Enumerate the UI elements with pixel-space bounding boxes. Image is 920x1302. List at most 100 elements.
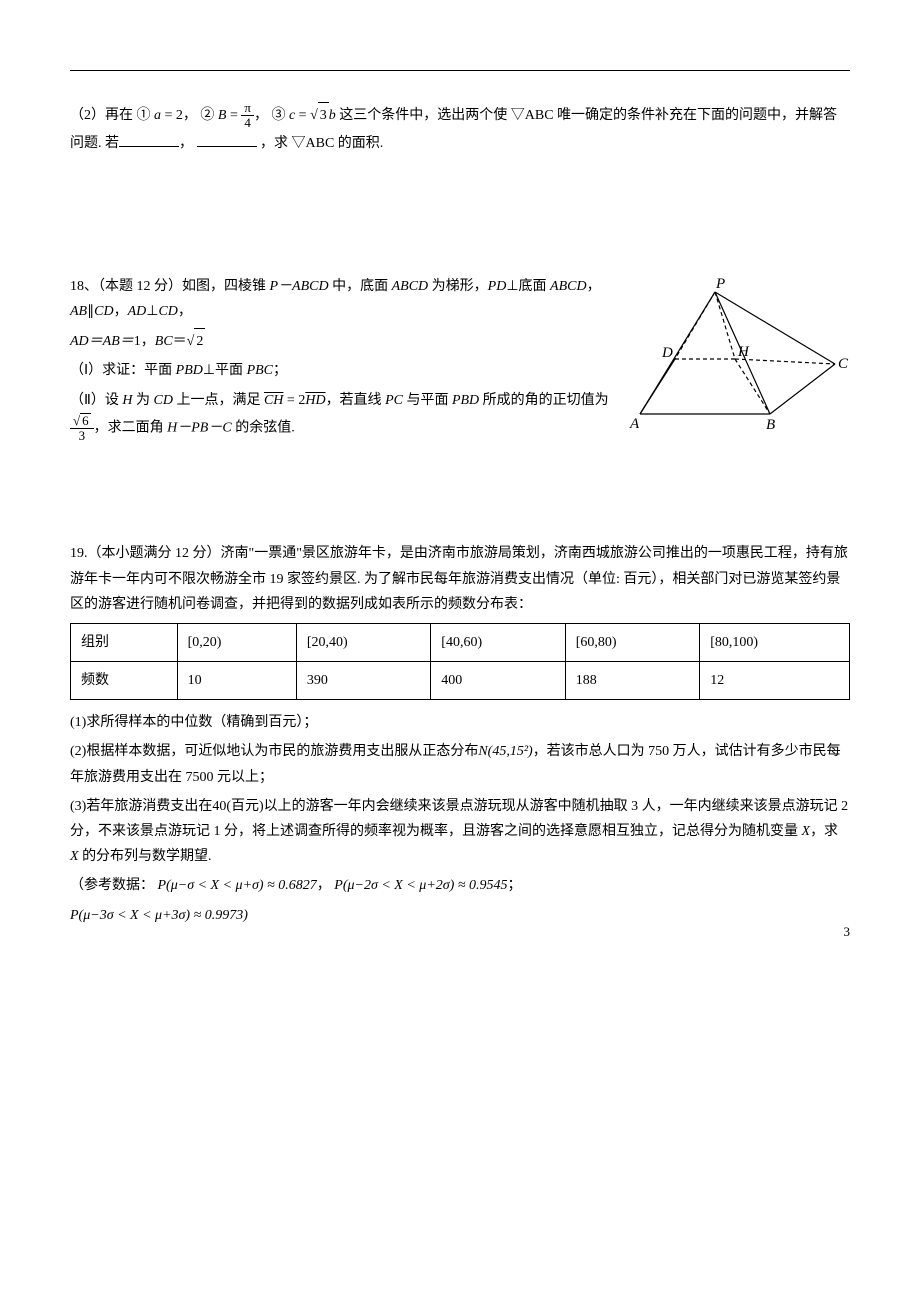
q18-sqrt6: 6 xyxy=(73,413,91,428)
q19-intro: 19.（本小题满分 12 分）济南"一票通"景区旅游年卡，是由济南市旅游局策划，… xyxy=(70,541,850,617)
q18-p2e: 与平面 xyxy=(403,393,452,408)
cond1-label: ① xyxy=(137,108,151,123)
q18-abcd2: ABCD xyxy=(550,279,587,294)
cond2-label: ② xyxy=(200,108,214,123)
q19-p3c: 的分布列与数学期望. xyxy=(79,849,212,864)
ref1: P(μ−σ < X < μ+σ) ≈ 0.6827 xyxy=(158,878,317,893)
tv-1: 390 xyxy=(296,662,430,700)
q18-ab: AB xyxy=(70,304,87,319)
spacer-2 xyxy=(70,447,850,537)
spacer-1 xyxy=(70,160,850,270)
cond1-eq: = 2 xyxy=(161,108,183,123)
cond3-sqrt: 3 xyxy=(310,102,329,128)
q17-tri2: ▽ABC xyxy=(292,136,335,151)
cond2-num: π xyxy=(241,101,254,116)
fig-label-P: P xyxy=(715,276,725,292)
q18-vec-ch: CH xyxy=(264,393,283,408)
q18-pc: PC xyxy=(385,393,403,408)
q18-pbd2: PBD xyxy=(452,393,479,408)
q18-cd2: CD xyxy=(158,304,177,319)
th-1: [0,20) xyxy=(177,623,296,661)
q18-rad6: 6 xyxy=(80,413,91,428)
q17-mid3: ，求 xyxy=(260,136,288,151)
q18-perp: ⊥底面 xyxy=(506,279,550,294)
q18-frac: 63 xyxy=(70,413,94,444)
q18-cd: CD xyxy=(94,304,113,319)
q18-eq: = 2 xyxy=(283,393,305,408)
th-2: [20,40) xyxy=(296,623,430,661)
q18-l1f: ， xyxy=(178,304,192,319)
q18-p2d: ，若直线 xyxy=(326,393,386,408)
q18-h: H xyxy=(122,393,132,408)
q18-one: 1 xyxy=(134,334,141,349)
fig-label-B: B xyxy=(766,417,775,433)
fig-label-H: H xyxy=(737,344,750,360)
q19-X2: X xyxy=(70,849,79,864)
cond3-eq: = xyxy=(295,108,310,123)
q18-bc: BC xyxy=(155,334,173,349)
tv-2: 400 xyxy=(431,662,565,700)
q18-pabcd: P－ABCD xyxy=(270,279,329,294)
q17-mid1: 这三个条件中，选出两个使 xyxy=(339,108,507,123)
q18-p2f: 所成的角的正切值为 xyxy=(479,393,609,408)
q18-p2h: 的余弦值. xyxy=(232,420,295,435)
q19-ref3: P(μ−3σ < X < μ+3σ) ≈ 0.9973) xyxy=(70,903,850,928)
blank-1 xyxy=(119,132,179,147)
fig-label-A: A xyxy=(629,416,640,432)
cond3-b: b xyxy=(329,108,336,123)
q18-pd: PD xyxy=(488,279,507,294)
q18-pbc: PBC xyxy=(247,363,273,378)
th-0: 组别 xyxy=(71,623,178,661)
ref2: P(μ−2σ < X < μ+2σ) ≈ 0.9545 xyxy=(334,878,507,893)
q17-comma: ， xyxy=(179,136,193,151)
q18-l1d: ， xyxy=(587,279,601,294)
th-4: [60,80) xyxy=(565,623,699,661)
q18-semi: ； xyxy=(273,363,287,378)
frequency-table: 组别 [0,20) [20,40) [40,60) [60,80) [80,10… xyxy=(70,623,850,700)
q19-p2a: (2)根据样本数据，可近似地认为市民的旅游费用支出服从正态分布 xyxy=(70,744,478,759)
q19-refs: （参考数据： P(μ−σ < X < μ+σ) ≈ 0.6827， P(μ−2σ… xyxy=(70,873,850,898)
cond3-rad: 3 xyxy=(318,102,329,128)
q19-p3a: (3)若年旅游消费支出在40(百元)以上的游客一年内会继续来该景点游玩现从游客中… xyxy=(70,799,848,839)
q18-l1a: 18、（本题 12 分）如图，四棱锥 xyxy=(70,279,270,294)
q17-tail: 的面积. xyxy=(338,136,384,151)
fig-label-C: C xyxy=(838,356,849,372)
ref-semi: ； xyxy=(508,878,522,893)
q19-X: X xyxy=(802,824,811,839)
q18-p2b: 为 xyxy=(133,393,154,408)
q18-p2g: ，求二面角 xyxy=(94,420,168,435)
q18-vec-hd: HD xyxy=(305,393,325,408)
q17-tri1: ▽ABC xyxy=(511,108,554,123)
q18-frac-den: 3 xyxy=(70,429,94,443)
q19-p3: (3)若年旅游消费支出在40(百元)以上的游客一年内会继续来该景点游玩现从游客中… xyxy=(70,794,850,870)
cond1-a: a xyxy=(154,108,161,123)
tv-4: 12 xyxy=(700,662,850,700)
q17-prefix: （2）再在 xyxy=(70,108,133,123)
q19-p1: (1)求所得样本的中位数（精确到百元）； xyxy=(70,710,850,735)
q18-sqrt2: 2 xyxy=(187,328,206,354)
q19-p2: (2)根据样本数据，可近似地认为市民的旅游费用支出服从正态分布N(45,15²)… xyxy=(70,739,850,789)
q18-l1e: ， xyxy=(114,304,128,319)
top-rule xyxy=(70,70,850,71)
q18-frac-num: 6 xyxy=(70,413,94,429)
q18-ad: AD xyxy=(128,304,147,319)
q18-l2c: ＝ xyxy=(173,334,187,349)
ref-sep: ， xyxy=(317,878,331,893)
th-3: [40,60) xyxy=(431,623,565,661)
ref3: P(μ−3σ < X < μ+3σ) ≈ 0.9973) xyxy=(70,908,248,923)
th-5: [80,100) xyxy=(700,623,850,661)
cond2-den: 4 xyxy=(241,116,254,130)
q18-p1a: （Ⅰ）求证：平面 xyxy=(70,363,176,378)
q18-perp3: ⊥平面 xyxy=(203,363,247,378)
cond2-eq: = xyxy=(226,108,241,123)
q18-rad2: 2 xyxy=(194,328,205,354)
cond2-frac: π4 xyxy=(241,101,254,131)
q18-hpbc: H－PB－C xyxy=(167,420,232,435)
q18-l2a: AD＝AB＝ xyxy=(70,334,134,349)
pyramid-figure: P D H A B C xyxy=(620,274,850,434)
ref-label: （参考数据： xyxy=(70,878,154,893)
cond3-label: ③ xyxy=(271,108,285,123)
tv-0: 10 xyxy=(177,662,296,700)
tr-label: 频数 xyxy=(71,662,178,700)
q17-part2: （2）再在 ① a = 2， ② B = π4， ③ c = 3b 这三个条件中… xyxy=(70,101,850,156)
